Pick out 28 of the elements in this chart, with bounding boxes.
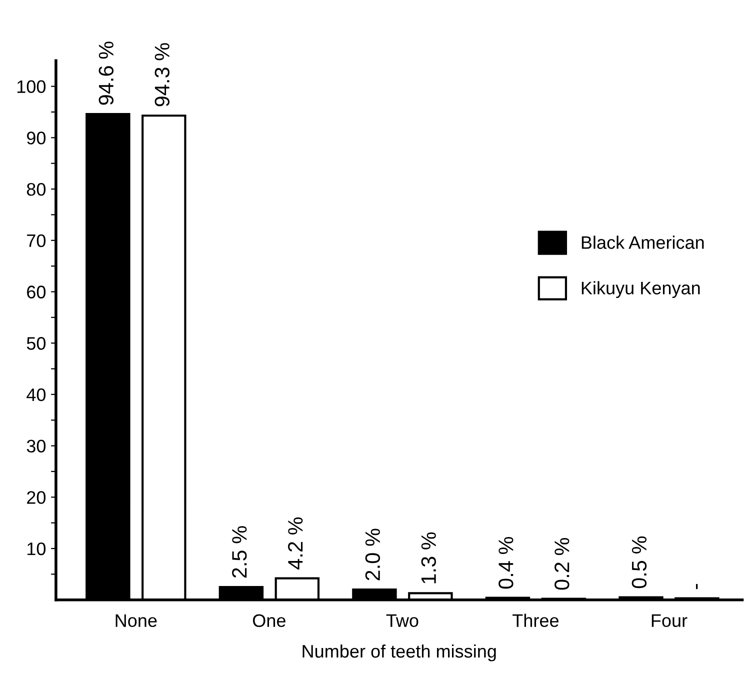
data-label: 0.4 % <box>498 536 514 589</box>
x-tick-label: One <box>252 614 286 628</box>
legend-label: Kikuyu Kenyan <box>582 281 700 298</box>
y-tick-label: 20 <box>27 491 46 504</box>
y-tick-label: 40 <box>26 388 46 402</box>
y-tick-label: 100 <box>17 80 46 94</box>
data-label: 0.5 % <box>632 536 647 588</box>
data-label: 2.0 % <box>365 528 380 580</box>
x-tick-label: Three <box>512 614 558 628</box>
legend-label: Black American <box>582 236 704 249</box>
y-tick-label: 70 <box>27 234 46 248</box>
data-label: - <box>696 584 698 590</box>
data-label: 94.6 % <box>98 42 114 105</box>
y-tick-label: 30 <box>26 440 46 453</box>
data-label: 0.2 % <box>554 538 570 590</box>
x-tick-label: None <box>116 614 157 628</box>
y-tick-label: 80 <box>26 182 46 196</box>
data-label: 1.3 % <box>421 532 436 584</box>
x-tick-label: Two <box>386 614 418 628</box>
y-tick-label: 50 <box>26 337 46 350</box>
y-tick-label: 60 <box>27 286 46 298</box>
data-label: 2.5 % <box>232 526 247 578</box>
x-axis-title: Number of teeth missing <box>302 644 496 662</box>
data-label: 4.2 % <box>288 517 303 570</box>
y-tick-label: 90 <box>26 132 46 144</box>
x-tick-label: Four <box>652 614 688 628</box>
y-tick-label: 10 <box>28 542 46 556</box>
data-label: 94.3 % <box>154 43 170 106</box>
